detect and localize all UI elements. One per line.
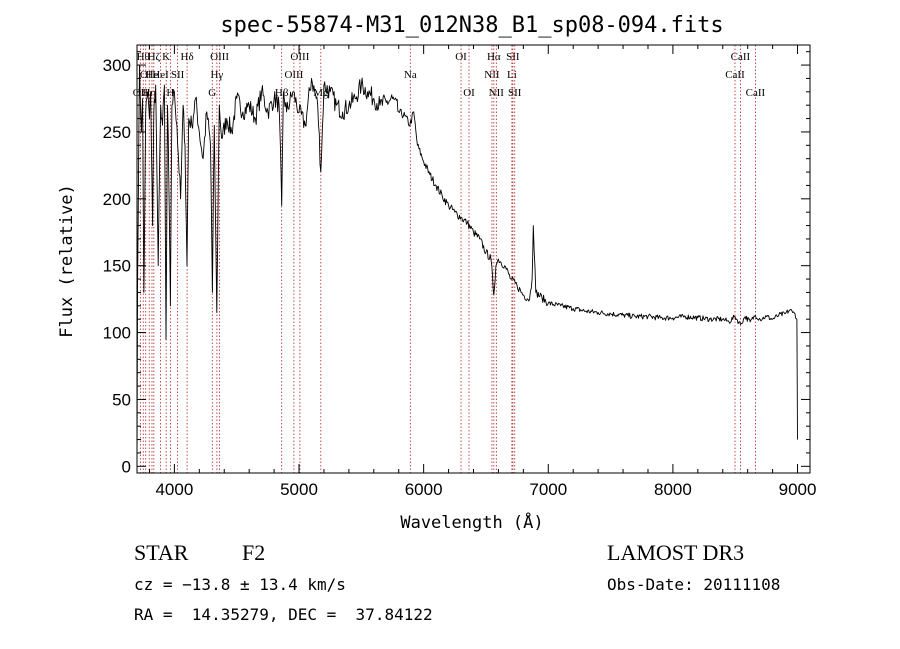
x-tick-label: 7000 (529, 480, 567, 499)
x-tick-label: 8000 (654, 480, 692, 499)
line-label: NII (484, 69, 500, 81)
line-label: CaII (731, 51, 751, 63)
coordinates: RA = 14.35279, DEC = 37.84122 (134, 605, 433, 624)
y-tick-label: 100 (103, 324, 131, 343)
line-label: Hβ (275, 87, 289, 99)
y-tick-label: 250 (103, 123, 131, 142)
line-markers: OIIHθOIHηHeHζHeIKHSIIHδGHγOIIIHβOIIIOIII… (133, 45, 766, 473)
survey-label: LAMOST DR3 (607, 540, 745, 565)
object-class: STAR (134, 540, 189, 565)
y-tick-label: 300 (103, 56, 131, 75)
line-label: SII (508, 87, 522, 99)
line-label: OI (463, 87, 475, 99)
redshift-text: cz = −13.8 ± 13.4 km/s (134, 575, 346, 594)
plot-frame (136, 44, 811, 474)
line-label: Hα (487, 51, 501, 63)
x-tick-label: 5000 (280, 480, 318, 499)
line-label: CaII (725, 69, 745, 81)
line-label: CaII (746, 87, 766, 99)
line-label: OIII (210, 51, 229, 63)
axis-ticks: 4000 5000 6000 7000 8000 9000 0 50 100 150 200 250 3… (103, 45, 817, 499)
y-tick-label: 150 (103, 257, 131, 276)
obs-date: Obs-Date: 20111108 (607, 575, 781, 594)
line-label: SII (506, 51, 520, 63)
line-label: OIII (284, 69, 303, 81)
line-label: HeI (152, 69, 169, 81)
chart-title: spec-55874-M31_012N38_B1_sp08-094.fits (220, 13, 723, 38)
object-subclass: F2 (242, 540, 266, 565)
y-axis-label: Flux (relative) (57, 184, 77, 338)
flux-line (136, 64, 798, 467)
line-label: OI (140, 69, 152, 81)
line-label: He (146, 69, 159, 81)
line-label: OI (455, 51, 467, 63)
line-label: K (162, 51, 170, 63)
x-axis-label: Wavelength (Å) (400, 511, 543, 533)
x-tick-label: 6000 (405, 480, 443, 499)
y-tick-label: 50 (112, 390, 131, 409)
line-label: Hδ (181, 51, 194, 63)
x-tick-label: 4000 (155, 480, 193, 499)
line-label: NII (489, 87, 505, 99)
line-label: Hγ (210, 69, 223, 81)
line-label: SII (171, 69, 185, 81)
line-label: Hθ (137, 51, 150, 63)
line-label: H (166, 87, 174, 99)
line-label: Hζ (148, 51, 161, 63)
y-tick-label: 0 (122, 457, 131, 476)
line-label: Hη (142, 87, 156, 99)
spectrum-series (136, 64, 798, 467)
line-label: Li (507, 69, 517, 81)
line-label: Na (404, 69, 417, 81)
line-label: G (208, 87, 216, 99)
line-label: OIII (290, 51, 309, 63)
x-tick-label: 9000 (779, 480, 817, 499)
y-tick-label: 200 (103, 190, 131, 209)
